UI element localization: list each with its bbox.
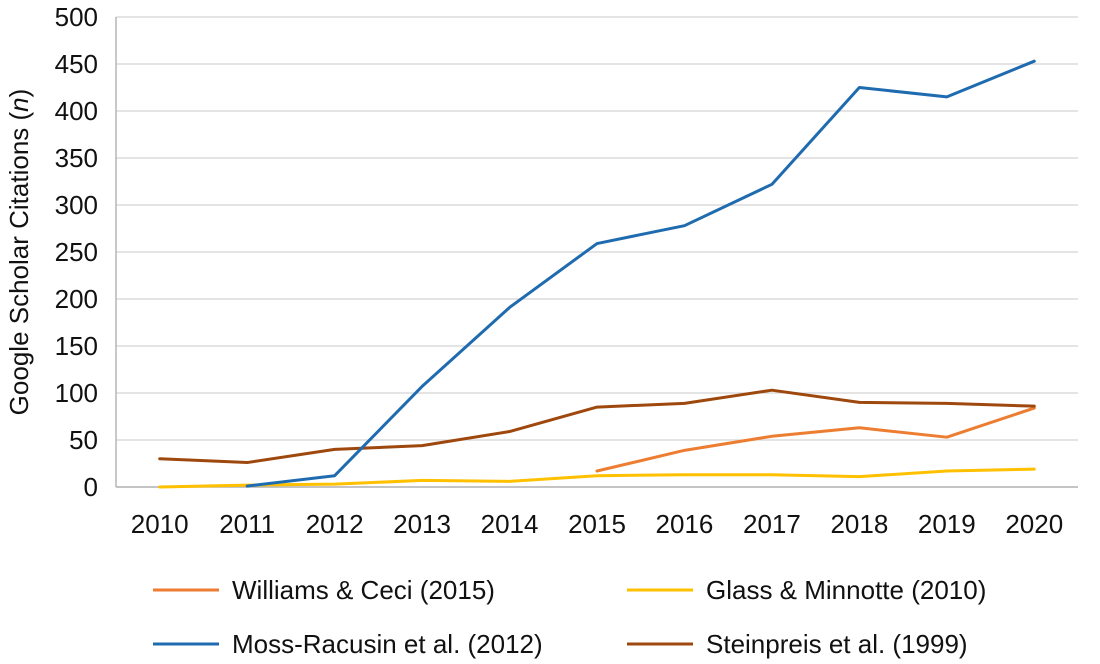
y-axis-title-text: Google Scholar Citations bbox=[4, 128, 34, 416]
x-tick-label: 2019 bbox=[918, 509, 976, 539]
x-tick-label: 2010 bbox=[131, 509, 189, 539]
y-axis-title-italic: n bbox=[4, 97, 34, 111]
y-tick-label: 300 bbox=[55, 190, 98, 220]
y-tick-label: 350 bbox=[55, 143, 98, 173]
y-tick-label: 0 bbox=[84, 472, 98, 502]
x-tick-label: 2013 bbox=[393, 509, 451, 539]
legend-label-1: Glass & Minnotte (2010) bbox=[706, 575, 986, 605]
y-tick-label: 50 bbox=[69, 425, 98, 455]
y-tick-label: 400 bbox=[55, 96, 98, 126]
series-line-2 bbox=[245, 59, 1036, 488]
legend-label-3: Steinpreis et al. (1999) bbox=[706, 629, 968, 659]
series-line-1 bbox=[158, 467, 1036, 489]
y-axis-title-paren-close: ) bbox=[4, 89, 34, 98]
legend-label-0: Williams & Ceci (2015) bbox=[232, 575, 495, 605]
y-axis-title: Google Scholar Citations (n) bbox=[4, 89, 34, 416]
series-lines bbox=[158, 59, 1036, 489]
y-tick-label: 500 bbox=[55, 2, 98, 32]
x-tick-label: 2016 bbox=[656, 509, 714, 539]
x-tick-label: 2018 bbox=[830, 509, 888, 539]
x-tick-label: 2014 bbox=[481, 509, 539, 539]
legend: Williams & Ceci (2015) Glass & Minnotte (… bbox=[153, 575, 986, 659]
y-tick-label: 200 bbox=[55, 284, 98, 314]
y-tick-label: 100 bbox=[55, 378, 98, 408]
series-line-0 bbox=[595, 406, 1036, 473]
legend-label-2: Moss-Racusin et al. (2012) bbox=[232, 629, 543, 659]
x-tick-label: 2015 bbox=[568, 509, 626, 539]
x-tick-label: 2012 bbox=[306, 509, 364, 539]
y-tick-label: 150 bbox=[55, 331, 98, 361]
x-tick-label: 2017 bbox=[743, 509, 801, 539]
series-line-3 bbox=[158, 388, 1036, 465]
y-tick-label: 250 bbox=[55, 237, 98, 267]
y-tick-label: 450 bbox=[55, 49, 98, 79]
x-tick-label: 2020 bbox=[1005, 509, 1063, 539]
x-tick-label: 2011 bbox=[219, 509, 275, 539]
gridlines bbox=[116, 16, 1078, 441]
axes: 0 50 100 150 200 250 300 350 400 450 500 2010 2011 20… bbox=[55, 2, 1078, 539]
y-axis-title-paren-open: ( bbox=[4, 111, 34, 127]
